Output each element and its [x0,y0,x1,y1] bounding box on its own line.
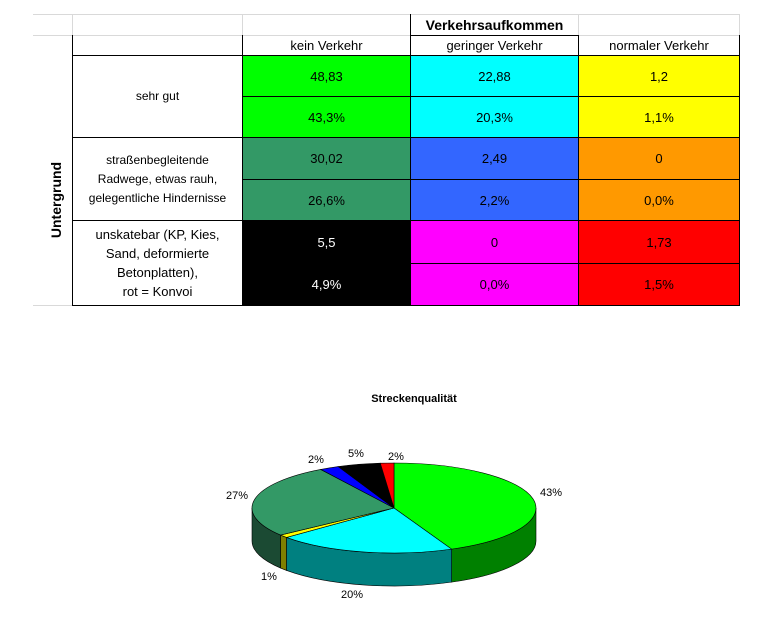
pie-chart: Streckenqualität 43% 20% 1% 27% 2% 5% 2% [226,393,562,601]
column-header: geringer Verkehr [446,38,543,53]
pie-slice-label: 5% [348,448,364,460]
row-label: unskatebar (KP, Kies, Sand, deformierte … [95,227,220,299]
data-cell: 30,02 [243,138,410,179]
data-cell: 1,5% [579,264,739,305]
data-cell: 1,1% [579,97,739,137]
data-cell: 43,3% [243,97,410,137]
data-cell: 0 [411,221,578,263]
pie-slice-label: 20% [341,589,363,601]
data-cell: 4,9% [243,264,410,305]
chart-title: Streckenqualität [371,393,457,405]
side-header: Untergrund [48,161,64,239]
row-label: straßenbegleitende Radwege, etwas rauh, … [88,152,227,205]
data-cell: 48,83 [243,56,410,96]
data-cell: 1,73 [579,221,739,263]
data-cell: 2,2% [411,180,578,220]
data-cell: 26,6% [243,180,410,220]
pie-slice [251,469,395,536]
column-header: kein Verkehr [290,38,363,53]
data-cell: 2,49 [411,138,578,179]
pie-slice-label: 2% [388,451,404,463]
pie-slice-side [280,534,287,571]
pie-slice [393,462,537,550]
data-cell: 0,0% [579,180,739,220]
row-label: sehr gut [135,89,180,103]
data-cell: 0,0% [411,264,578,305]
pie-slice [379,462,395,509]
pie-slice-label: 27% [226,490,248,502]
data-cell: 22,88 [411,56,578,96]
pie-slice-label: 2% [308,454,324,466]
pie-slice-label: 1% [261,571,277,583]
data-cell: 0 [579,138,739,179]
data-cell: 5,5 [243,221,410,263]
pie-slice [285,507,453,554]
data-cell: 20,3% [411,97,578,137]
data-cell: 1,2 [579,56,739,96]
group-header: Verkehrsaufkommen [425,16,564,33]
pie-slice-label: 43% [540,487,562,499]
column-header: normaler Verkehr [609,38,709,53]
